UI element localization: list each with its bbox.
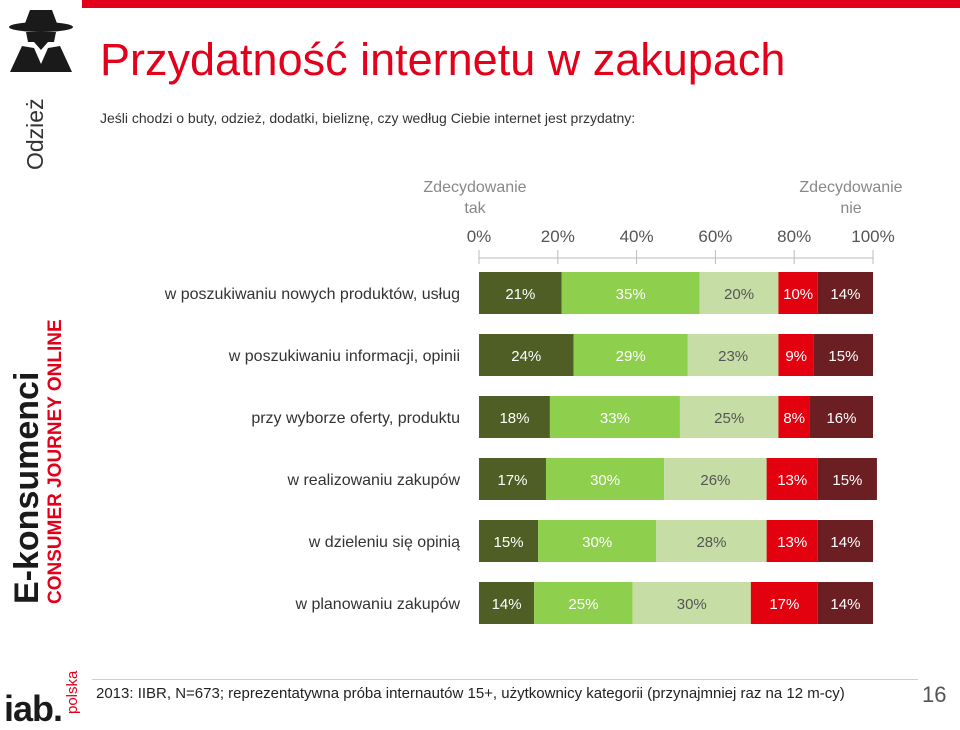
data-label: 26% — [700, 472, 730, 489]
bar-segment — [534, 582, 633, 624]
data-label: 25% — [568, 596, 598, 613]
data-label: 24% — [511, 348, 541, 365]
bar-segment — [573, 334, 688, 376]
left-band — [0, 0, 82, 724]
bar-segment — [679, 396, 779, 438]
iab-logo: iab. polska — [2, 636, 81, 729]
data-label: 13% — [777, 534, 807, 551]
bar-segment — [687, 334, 779, 376]
data-label: 25% — [714, 410, 744, 427]
bar-segment — [766, 458, 818, 500]
bar-segment — [699, 272, 779, 314]
bar-segment — [479, 272, 562, 314]
bar-segment — [479, 582, 535, 624]
bar-segment — [561, 272, 700, 314]
page-title: Przydatność internetu w zakupach — [100, 34, 786, 85]
page-subtitle: Jeśli chodzi o buty, odzież, dodatki, bi… — [100, 110, 636, 126]
bar-segment — [479, 334, 574, 376]
data-label: 14% — [830, 596, 860, 613]
bar-segment — [479, 396, 550, 438]
data-label: 21% — [505, 286, 535, 303]
bar-segment — [817, 520, 873, 562]
data-label: 14% — [830, 286, 860, 303]
bar-segment — [549, 396, 680, 438]
bar-segment — [817, 458, 877, 500]
x-tick-label: 80% — [777, 227, 811, 246]
legend-right-label: Zdecydowanie nie — [799, 179, 902, 217]
category-label: w realizowaniu zakupów — [286, 472, 460, 489]
data-label: 16% — [826, 410, 856, 427]
x-tick-label: 20% — [541, 227, 575, 246]
bar-segment — [656, 520, 767, 562]
data-label: 33% — [600, 410, 630, 427]
legend-left-label: Zdecydowanie tak — [423, 179, 526, 217]
bar-segment — [664, 458, 767, 500]
bar-segment — [632, 582, 751, 624]
header-band — [82, 0, 960, 8]
data-label: 18% — [499, 410, 529, 427]
bar-segment — [778, 396, 810, 438]
spy-icon — [9, 10, 73, 72]
x-tick-label: 0% — [467, 227, 492, 246]
data-label: 15% — [832, 472, 862, 489]
page-number: 16 — [922, 682, 947, 707]
x-tick-label: 60% — [698, 227, 732, 246]
category-label: przy wyborze oferty, produktu — [251, 410, 460, 427]
bar-segment — [813, 334, 873, 376]
data-label: 29% — [616, 348, 646, 365]
bar-segment — [778, 272, 818, 314]
data-label: 30% — [590, 472, 620, 489]
data-label: 9% — [785, 348, 807, 365]
footer-divider — [92, 679, 918, 680]
data-label: 23% — [718, 348, 748, 365]
data-label: 28% — [696, 534, 726, 551]
data-label: 35% — [616, 286, 646, 303]
bar-segment — [479, 458, 546, 500]
data-label: 17% — [497, 472, 527, 489]
bar-segment — [766, 520, 818, 562]
data-label: 14% — [492, 596, 522, 613]
iab-logo-main: iab. — [4, 688, 63, 729]
data-label: 30% — [582, 534, 612, 551]
data-label: 13% — [777, 472, 807, 489]
data-label: 8% — [783, 410, 805, 427]
bar-segment — [750, 582, 818, 624]
bar-segment — [778, 334, 814, 376]
bar-segment — [538, 520, 657, 562]
data-label: 10% — [783, 286, 813, 303]
category-label: w dzieleniu się opinią — [308, 534, 460, 551]
category-label: w poszukiwaniu informacji, opinii — [228, 348, 460, 365]
data-label: 15% — [494, 534, 524, 551]
data-label: 15% — [828, 348, 858, 365]
data-label: 30% — [677, 596, 707, 613]
data-label: 17% — [769, 596, 799, 613]
data-label: 20% — [724, 286, 754, 303]
bar-segment — [479, 520, 539, 562]
x-tick-label: 40% — [620, 227, 654, 246]
bar-segment — [809, 396, 873, 438]
data-label: 14% — [830, 534, 860, 551]
source-note: 2013: IIBR, N=673; reprezentatywna próba… — [96, 685, 845, 702]
category-label: w planowaniu zakupów — [294, 596, 460, 613]
bar-segment — [817, 582, 873, 624]
category-label: w poszukiwaniu nowych produktów, usług — [164, 286, 460, 303]
x-tick-label: 100% — [851, 227, 894, 246]
bar-segment — [817, 272, 873, 314]
bar-segment — [545, 458, 665, 500]
